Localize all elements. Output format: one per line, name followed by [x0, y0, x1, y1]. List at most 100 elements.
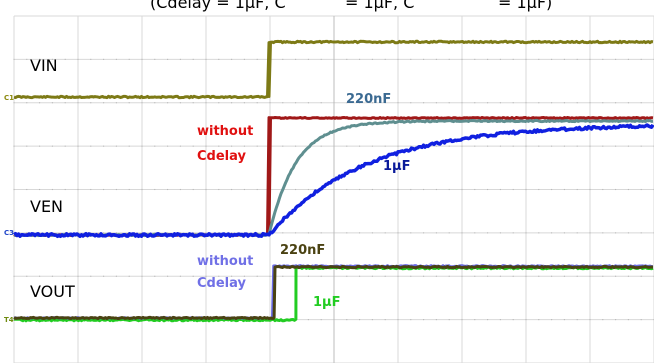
grid-dot: [525, 145, 527, 147]
grid-dot: [640, 275, 642, 277]
grid-dot: [499, 275, 501, 277]
grid-dot: [435, 145, 437, 147]
grid-dot: [487, 188, 489, 191]
grid-dot: [563, 188, 566, 191]
grid-dot: [512, 275, 514, 277]
grid-dot: [371, 188, 373, 191]
grid-dot: [448, 102, 450, 104]
grid-dot: [435, 232, 437, 234]
grid-dot: [64, 275, 66, 277]
grid-dot: [512, 145, 514, 147]
grid-dot: [576, 275, 578, 277]
grid-dot: [551, 232, 553, 234]
grid-dot: [474, 145, 476, 147]
grid-dot: [64, 145, 66, 147]
grid-dot: [154, 145, 156, 147]
grid-dot: [51, 102, 54, 104]
grid-dot: [39, 145, 41, 147]
annotation-vout-220nf: 220nF: [280, 243, 325, 258]
grid-dot: [410, 58, 412, 60]
grid-dot: [397, 319, 399, 321]
grid-dot: [218, 145, 220, 147]
trace-vin: [13, 39, 654, 100]
grid-dot: [371, 232, 373, 234]
channel-marker-c1: C1: [4, 94, 14, 102]
grid-dot: [602, 188, 604, 191]
header-text: (Cdelay = 1µF, C: [150, 0, 286, 12]
grid-dot: [192, 188, 194, 191]
grid-dot: [26, 188, 28, 191]
grid-dot: [346, 232, 348, 234]
grid-dot: [115, 232, 117, 234]
grid-dot: [461, 145, 463, 147]
signal-label-vin: VIN: [30, 56, 58, 75]
channel-marker-c3: C3: [4, 229, 14, 237]
grid-dot: [435, 319, 437, 321]
grid-dot: [346, 102, 348, 104]
grid-dot: [499, 102, 501, 104]
grid-dot: [512, 319, 514, 321]
grid-dot: [167, 145, 169, 147]
grid-dot: [359, 102, 361, 104]
grid-dot: [461, 188, 463, 191]
grid-dot: [435, 102, 437, 104]
grid-dot: [576, 145, 578, 147]
grid-dot: [231, 145, 233, 147]
grid-dot: [487, 319, 489, 321]
grid-dot: [51, 188, 54, 191]
grid-dot: [295, 102, 297, 104]
grid-dot: [115, 188, 117, 191]
grid-dot: [423, 102, 425, 104]
grid-dot: [320, 145, 322, 147]
grid-dot: [410, 275, 412, 277]
grid-dot: [243, 275, 245, 277]
annotation-ven-220nf: 220nF: [346, 92, 391, 107]
grid-dot: [103, 232, 105, 234]
grid-dot: [231, 102, 233, 104]
grid-dot: [576, 319, 578, 321]
grid-dot: [243, 58, 245, 60]
grid-dot: [39, 275, 41, 277]
grid-dot: [90, 188, 92, 191]
signal-label-ven: VEN: [30, 197, 63, 216]
grid-dot: [576, 188, 578, 191]
grid-dot: [320, 319, 322, 321]
grid-dot: [615, 58, 617, 60]
grid-dot: [384, 102, 386, 104]
grid-dot: [128, 188, 130, 191]
grid-dot: [128, 102, 130, 104]
waveform-traces: [13, 39, 654, 323]
grid-dot: [103, 275, 105, 277]
grid-dot: [602, 275, 604, 277]
grid-dot: [487, 145, 489, 147]
grid-dot: [13, 102, 15, 104]
grid-dot: [282, 145, 284, 147]
grid-dot: [320, 102, 322, 104]
grid-dot: [218, 188, 220, 191]
grid-dot: [179, 145, 181, 147]
grid-dot: [141, 58, 143, 60]
grid-dot: [307, 188, 309, 191]
grid-dot: [589, 145, 591, 147]
grid-dot: [307, 102, 309, 104]
grid-dot: [640, 232, 642, 234]
grid-dot: [384, 58, 386, 60]
grid-dot: [551, 102, 553, 104]
grid-dot: [576, 58, 578, 60]
grid-dot: [538, 58, 540, 60]
grid-dot: [205, 232, 207, 234]
grid-dot: [423, 319, 425, 321]
grid-dot: [359, 319, 361, 321]
grid-dot: [154, 188, 156, 191]
grid-dot: [167, 58, 169, 60]
grid-dot: [179, 58, 181, 60]
annotation-ven-1uf: 1µF: [383, 159, 411, 174]
grid-dot: [39, 58, 41, 60]
grid-dot: [192, 102, 194, 104]
grid-dot: [128, 145, 130, 147]
grid-dot: [551, 275, 553, 277]
grid-dot: [13, 58, 15, 60]
grid-dot: [525, 319, 527, 321]
grid-dot: [167, 102, 169, 104]
